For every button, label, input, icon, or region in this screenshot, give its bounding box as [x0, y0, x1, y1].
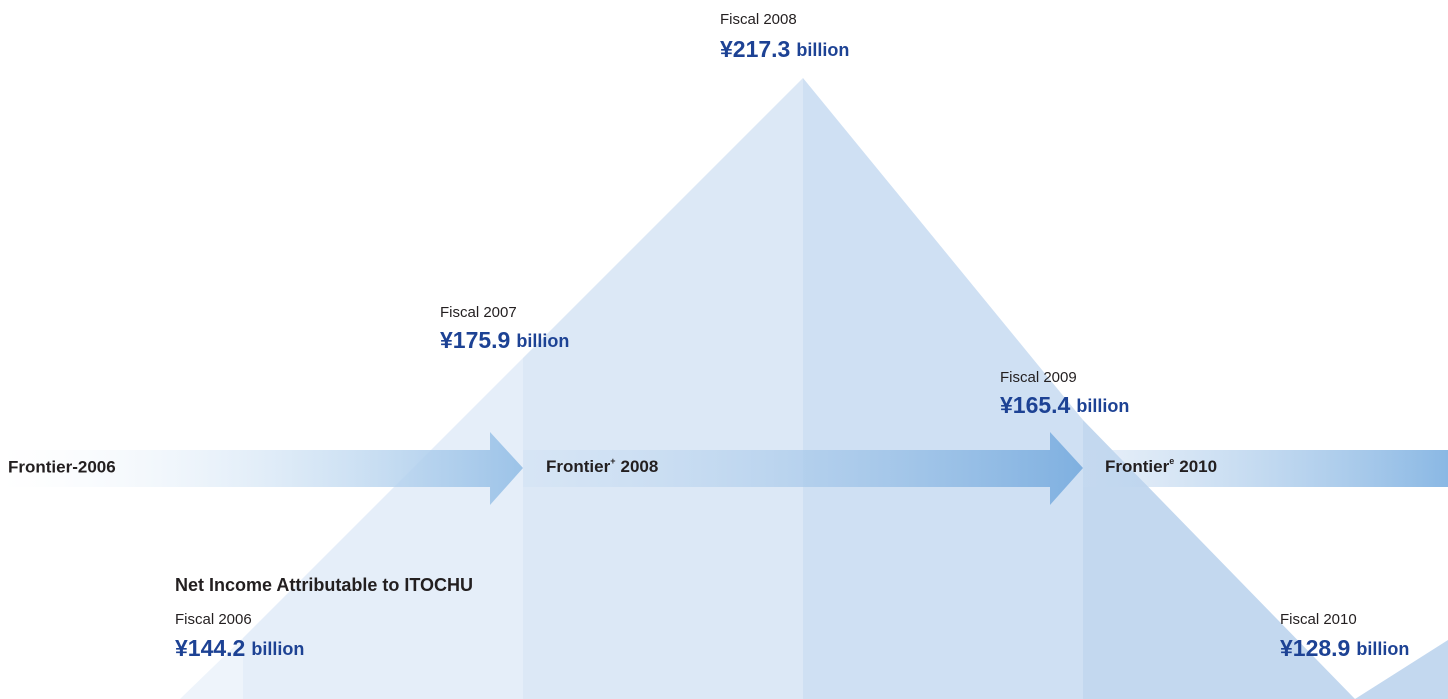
period: Fiscal 2007	[440, 304, 517, 321]
plan-year: 2010	[1179, 457, 1217, 476]
plan-name: Frontier	[546, 457, 611, 476]
band	[1083, 420, 1355, 699]
plan-label: Frontiere 2010	[1105, 456, 1217, 476]
period: Fiscal 2010	[1280, 611, 1357, 628]
period: Fiscal 2008	[720, 11, 797, 28]
arrow	[0, 432, 523, 505]
period: Fiscal 2006	[175, 611, 252, 628]
amount: ¥175.9 billion	[440, 327, 569, 353]
arrow	[523, 432, 1083, 505]
band	[1355, 640, 1448, 699]
amount: ¥144.2 billion	[175, 635, 304, 661]
amount: ¥165.4 billion	[1000, 392, 1129, 418]
amount-unit: billion	[516, 331, 569, 351]
amount: ¥217.3 billion	[720, 36, 849, 62]
arrow	[1083, 450, 1448, 487]
amount-value: ¥144.2	[175, 635, 245, 661]
period: Fiscal 2009	[1000, 369, 1077, 386]
band	[803, 78, 1083, 699]
plan-sup: +	[610, 456, 615, 466]
band	[180, 638, 243, 699]
plan-year: 2008	[621, 457, 659, 476]
amount-unit: billion	[1076, 396, 1129, 416]
plan-sup: e	[1169, 456, 1174, 466]
amount: ¥128.9 billion	[1280, 635, 1409, 661]
amount-value: ¥128.9	[1280, 635, 1350, 661]
title: Net Income Attributable to ITOCHU	[175, 575, 473, 595]
amount-unit: billion	[1356, 639, 1409, 659]
amount-unit: billion	[796, 40, 849, 60]
band	[523, 78, 803, 699]
amount-value: ¥175.9	[440, 327, 510, 353]
plan-name: Frontier	[1105, 457, 1170, 476]
amount-value: ¥165.4	[1000, 392, 1071, 418]
plan-label: Frontier-2006	[8, 457, 116, 476]
band	[243, 358, 523, 699]
amount-unit: billion	[251, 639, 304, 659]
plan-label: Frontier+ 2008	[546, 456, 658, 476]
amount-value: ¥217.3	[720, 36, 790, 62]
